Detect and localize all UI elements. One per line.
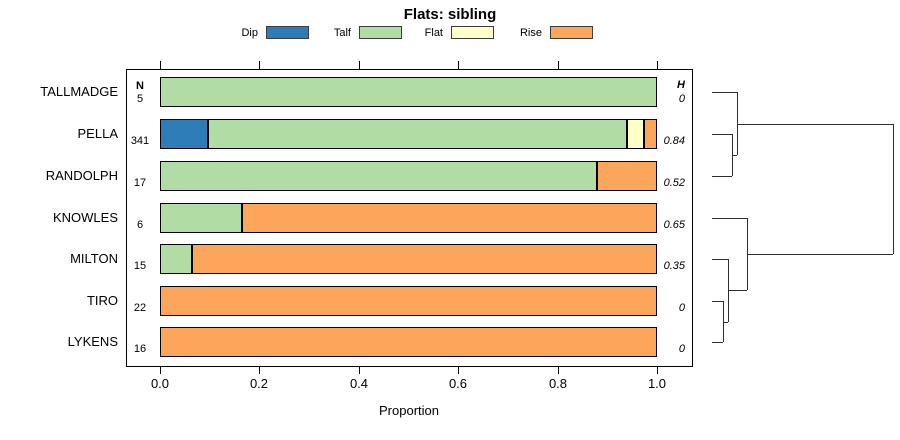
legend-item: Flat [393, 25, 494, 40]
row-label: KNOWLES [52, 210, 118, 225]
legend-swatch [266, 26, 309, 39]
h-value: 0.52 [663, 177, 685, 189]
h-column-header: H [677, 79, 685, 91]
dendrogram-line [728, 290, 747, 292]
bar-segment-rise [160, 327, 657, 357]
x-axis-tick-label: 1.0 [647, 376, 667, 391]
dendrogram-line [712, 342, 723, 343]
bar-segment-rise [192, 244, 657, 274]
bar-segment-rise [242, 203, 657, 233]
bar-segment-rise [644, 119, 657, 149]
top-axis-tick [359, 61, 360, 69]
n-value: 15 [133, 260, 147, 272]
legend-item: Talf [301, 25, 402, 40]
bar-segment-talf [160, 203, 242, 233]
legend-label: Talf [333, 26, 351, 39]
h-value: 0 [678, 93, 685, 105]
n-value: 341 [130, 135, 150, 147]
row-label: RANDOLPH [45, 168, 118, 183]
top-axis-tick [657, 61, 658, 69]
top-axis-tick [558, 61, 559, 69]
bar-segment-talf [160, 244, 192, 274]
chart-title: Flats: sibling [403, 6, 497, 23]
dendrogram-line [712, 176, 732, 177]
bar [160, 119, 657, 149]
x-axis-tick-label: 0.0 [150, 376, 170, 391]
bar-segment-dip [160, 119, 208, 149]
dendrogram-line [723, 321, 728, 323]
h-value: 0.35 [663, 260, 685, 272]
row-label: PELLA [77, 126, 118, 141]
legend-item: Dip [208, 25, 309, 40]
dendrogram-line [712, 259, 728, 260]
dendrogram-line [893, 123, 894, 255]
n-value: 16 [133, 343, 147, 355]
h-value: 0.84 [663, 135, 685, 147]
dendrogram-line [732, 155, 737, 156]
legend-item: Rise [492, 25, 593, 40]
legend-label: Dip [241, 26, 258, 39]
bar-segment-talf [208, 119, 627, 149]
legend-swatch [451, 26, 494, 39]
x-axis-tick [558, 367, 559, 374]
n-value: 6 [136, 219, 144, 231]
dendrogram-line [737, 123, 893, 125]
n-value: 22 [133, 302, 147, 314]
bar [160, 161, 657, 191]
bar [160, 203, 657, 233]
row-label: TIRO [86, 293, 118, 308]
dendrogram-line [712, 134, 732, 135]
x-axis-tick-label: 0.2 [249, 376, 269, 391]
top-axis-tick [160, 61, 161, 69]
h-value: 0 [678, 302, 685, 314]
top-axis-tick [259, 61, 260, 69]
h-value: 0 [678, 343, 685, 355]
x-axis-label: Proportion [379, 403, 439, 418]
bar-segment-flat [627, 119, 644, 149]
x-axis-tick [359, 367, 360, 374]
legend-swatch [550, 26, 593, 39]
dendrogram-line [747, 254, 893, 256]
row-label: LYKENS [67, 334, 118, 349]
dendrogram-line [712, 218, 747, 219]
dendrogram-line [712, 92, 737, 93]
bar-segment-talf [160, 161, 597, 191]
x-axis-tick [458, 367, 459, 374]
n-column-header: N [136, 80, 144, 92]
legend-label: Rise [519, 26, 542, 39]
n-value: 17 [133, 177, 147, 189]
bar [160, 327, 657, 357]
bar [160, 286, 657, 316]
legend-swatch [359, 26, 402, 39]
top-axis-tick [458, 61, 459, 69]
x-axis-tick [160, 367, 161, 374]
bar-segment-rise [160, 286, 657, 316]
x-axis-tick [657, 367, 658, 374]
bar [160, 244, 657, 274]
x-axis-tick-label: 0.6 [448, 376, 468, 391]
x-axis-tick [259, 367, 260, 374]
row-label: TALLMADGE [40, 84, 118, 99]
x-axis-tick-label: 0.8 [548, 376, 568, 391]
bar [160, 77, 657, 107]
x-axis-tick-label: 0.4 [349, 376, 369, 391]
bar-segment-rise [597, 161, 657, 191]
dendrogram-line [712, 301, 723, 302]
h-value: 0.65 [663, 219, 685, 231]
n-value: 5 [136, 93, 144, 105]
bar-segment-talf [160, 77, 657, 107]
row-label: MILTON [70, 251, 118, 266]
legend-label: Flat [424, 26, 443, 39]
